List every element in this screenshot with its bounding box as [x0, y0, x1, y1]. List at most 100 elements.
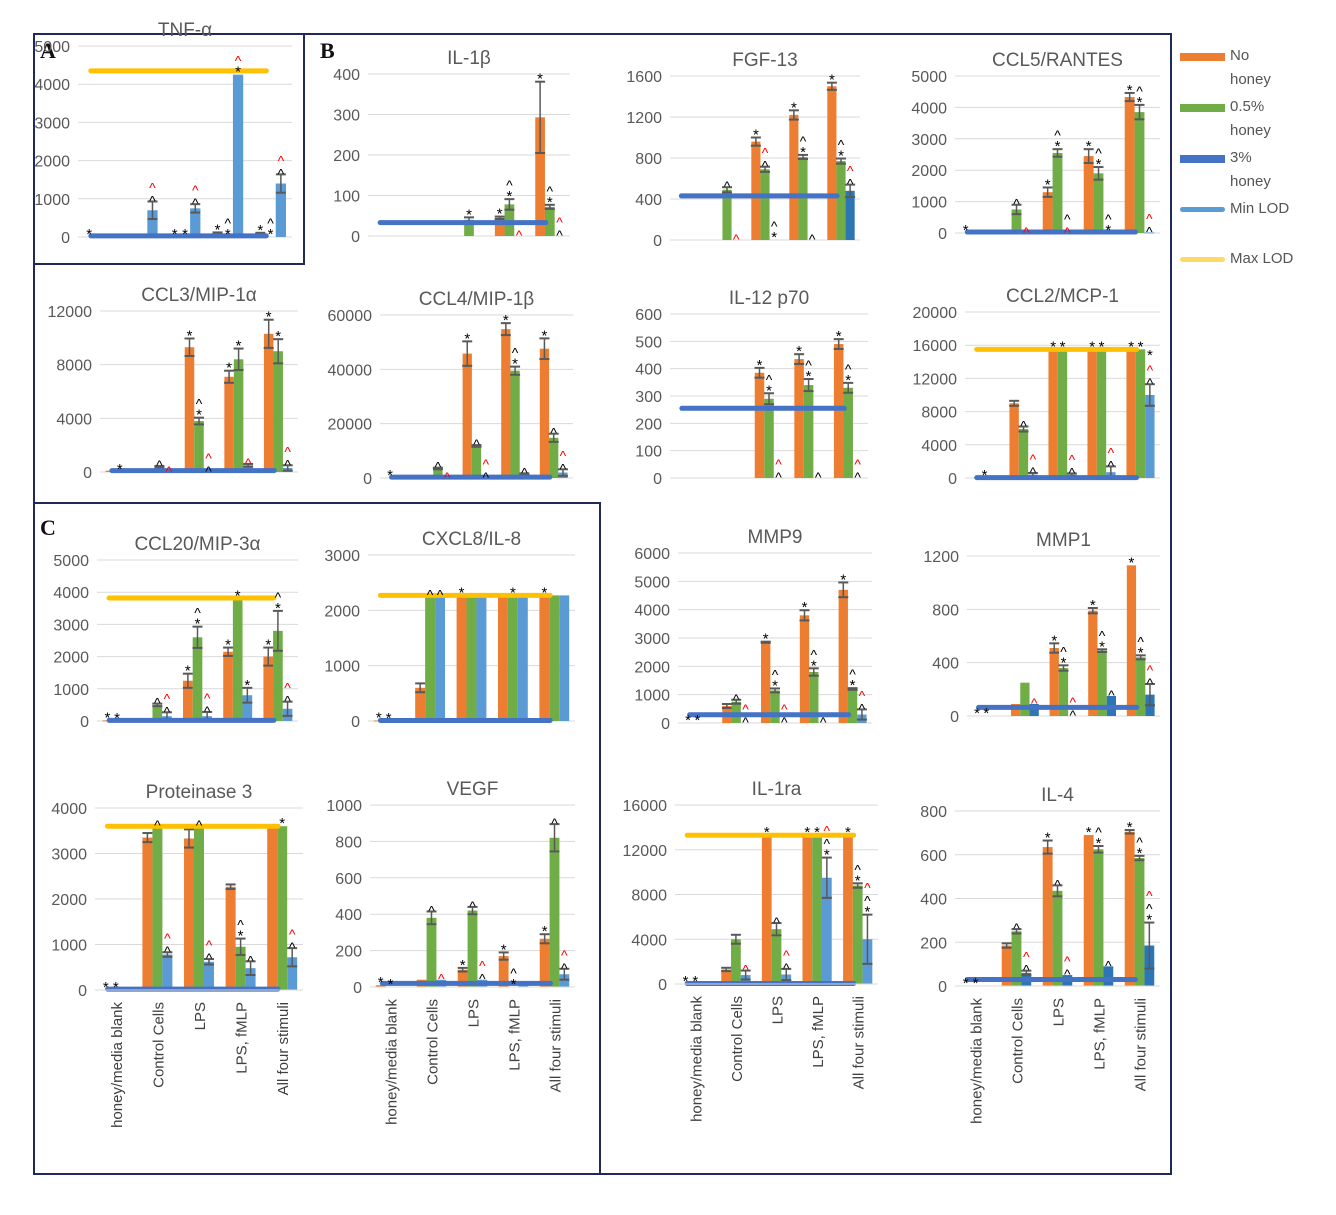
significance-caret: ^ — [194, 605, 201, 621]
significance-caret-red: ^ — [149, 179, 156, 195]
significance-caret: ^ — [766, 371, 773, 387]
significance-caret: ^ — [225, 215, 232, 231]
significance-asterisk: * — [766, 382, 772, 399]
bar-3-honey — [232, 74, 244, 238]
significance-caret: ^ — [473, 436, 480, 452]
bar-3-honey — [287, 957, 298, 990]
significance-asterisk: * — [814, 824, 820, 841]
chart-title-ccl4-mip-1-: CCL4/MIP-1β — [419, 289, 535, 310]
significance-caret: ^ — [1023, 962, 1030, 978]
significance-asterisk: * — [963, 975, 969, 992]
bar-3-honey — [517, 595, 528, 721]
significance-caret: ^ — [773, 914, 780, 930]
significance-asterisk: * — [1129, 554, 1135, 571]
significance-asterisk: * — [982, 467, 988, 484]
significance-caret: ^ — [196, 817, 203, 833]
y-tick-label: 3000 — [634, 631, 670, 648]
significance-asterisk: * — [963, 222, 969, 239]
significance-asterisk: * — [196, 407, 202, 424]
significance-asterisk: * — [86, 226, 92, 243]
bar-0-5-honey — [771, 929, 782, 984]
significance-asterisk: * — [796, 343, 802, 360]
bar-0-5-honey — [233, 359, 244, 472]
y-tick-label: 0 — [938, 979, 947, 996]
significance-asterisk: * — [1045, 830, 1051, 847]
x-tick-label: honey/media blank — [384, 999, 401, 1125]
bar-3-honey — [821, 877, 832, 984]
bar-0-5-honey — [467, 910, 478, 987]
significance-asterisk: * — [838, 148, 844, 165]
significance-asterisk: * — [510, 584, 516, 601]
significance-caret-red: ^ — [854, 456, 861, 472]
significance-caret: ^ — [1013, 196, 1020, 212]
y-tick-label: 20000 — [328, 417, 373, 434]
significance-caret-red: ^ — [166, 463, 173, 479]
significance-caret-red: ^ — [284, 443, 291, 459]
y-tick-label: 600 — [335, 871, 362, 888]
significance-caret-red: ^ — [192, 182, 199, 198]
significance-asterisk: * — [497, 206, 503, 223]
bar-3-honey — [190, 208, 201, 237]
x-tick-label: All four stimuli — [1133, 998, 1150, 1091]
significance-asterisk: * — [772, 677, 778, 694]
bar-no-honey — [498, 956, 509, 987]
significance-caret-red: ^ — [479, 958, 486, 974]
y-tick-label: 0 — [78, 983, 87, 1000]
bar-no-honey — [184, 347, 195, 472]
significance-caret-red: ^ — [1023, 949, 1030, 965]
significance-asterisk: * — [1099, 638, 1105, 655]
significance-asterisk: * — [460, 957, 466, 974]
significance-caret: ^ — [206, 950, 213, 966]
significance-asterisk: * — [105, 709, 111, 726]
significance-caret-red: ^ — [1108, 444, 1115, 460]
bar-3-honey — [559, 595, 570, 721]
bar-0-5-honey — [722, 189, 732, 240]
bar-no-honey — [142, 837, 153, 990]
significance-asterisk: * — [388, 976, 394, 993]
significance-caret: ^ — [1095, 145, 1102, 161]
bar-no-honey — [1088, 610, 1098, 716]
significance-caret: ^ — [1146, 901, 1153, 917]
significance-asterisk: * — [683, 973, 689, 990]
bar-no-honey — [223, 651, 233, 721]
y-tick-label: 4000 — [631, 932, 667, 949]
bar-no-honey — [184, 838, 195, 990]
x-tick-label: LPS, fMLP — [507, 999, 524, 1071]
legend-item-max-lod: Max LOD — [1180, 247, 1320, 271]
bar-0-5-honey — [194, 826, 204, 990]
bar-0-5-honey — [1018, 429, 1029, 478]
y-tick-label: 12000 — [913, 371, 958, 388]
significance-caret-red: ^ — [204, 690, 211, 706]
significance-caret: ^ — [1105, 957, 1112, 973]
x-tick-label: Control Cells — [729, 996, 746, 1082]
bar-0-5-honey — [1057, 349, 1068, 478]
y-tick-label: 1000 — [324, 659, 360, 676]
significance-caret: ^ — [192, 195, 199, 211]
bar-0-5-honey — [1011, 209, 1022, 233]
y-tick-label: 800 — [920, 804, 947, 821]
significance-caret: ^ — [815, 469, 822, 485]
significance-asterisk: * — [836, 328, 842, 345]
y-tick-label: 800 — [932, 602, 959, 619]
significance-caret: ^ — [854, 861, 861, 877]
chart-title-il-4: IL-4 — [1041, 785, 1074, 806]
significance-caret: ^ — [1064, 211, 1071, 227]
significance-caret-red: ^ — [444, 469, 451, 485]
significance-caret: ^ — [1108, 457, 1115, 473]
bar-0-5-honey — [1097, 650, 1107, 716]
y-tick-label: 3000 — [911, 132, 947, 149]
y-tick-label: 1000 — [911, 195, 947, 212]
significance-asterisk: * — [1127, 819, 1133, 836]
chart-title-proteinase-3: Proteinase 3 — [146, 782, 253, 803]
bar-0-5-honey — [1134, 112, 1145, 233]
significance-caret-red: ^ — [482, 456, 489, 472]
significance-caret-red: ^ — [1064, 224, 1071, 240]
y-tick-label: 5000 — [53, 553, 89, 570]
bar-3-honey — [1144, 232, 1155, 234]
significance-asterisk: * — [855, 872, 861, 889]
bar-no-honey — [721, 969, 732, 984]
bar-0-5-honey — [1011, 931, 1022, 986]
bar-3-honey — [845, 190, 855, 240]
significance-asterisk: * — [757, 357, 763, 374]
legend-item-3-honey: 3% honey — [1180, 146, 1290, 194]
